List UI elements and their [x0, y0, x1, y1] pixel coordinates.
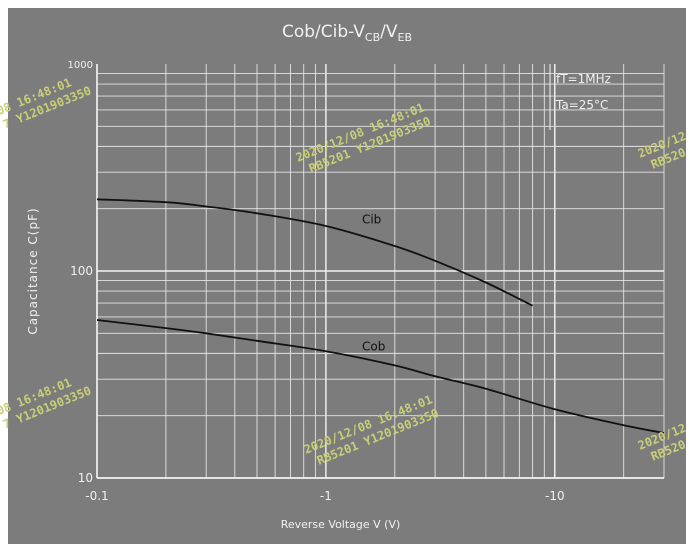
x-axis-title: Reverse Voltage V (V) — [281, 518, 401, 531]
annotation-text: fT=1MHz — [556, 72, 611, 86]
x-tick-label: -0.1 — [85, 489, 108, 503]
series-label-cib: Cib — [362, 213, 381, 227]
y-tick-label: 100 — [70, 264, 93, 278]
chart-background — [8, 8, 686, 544]
series-line-cib — [96, 198, 534, 307]
annotation-box: fT=1MHz Ta=25°C — [549, 64, 611, 130]
y-tick-label: 1000 — [68, 60, 93, 71]
chart-title: Cob/Cib-VCB/VEB — [282, 22, 412, 44]
y-axis-title: Capacitance C(pF) — [26, 207, 40, 334]
x-tick-label: -1 — [320, 489, 332, 503]
y-tick-label: 10 — [78, 471, 93, 485]
annotation-text: Ta=25°C — [555, 98, 608, 112]
series-label-cob: Cob — [362, 340, 385, 354]
series-line-cob — [96, 319, 665, 434]
x-tick-label: -10 — [545, 489, 565, 503]
grid — [96, 64, 665, 479]
